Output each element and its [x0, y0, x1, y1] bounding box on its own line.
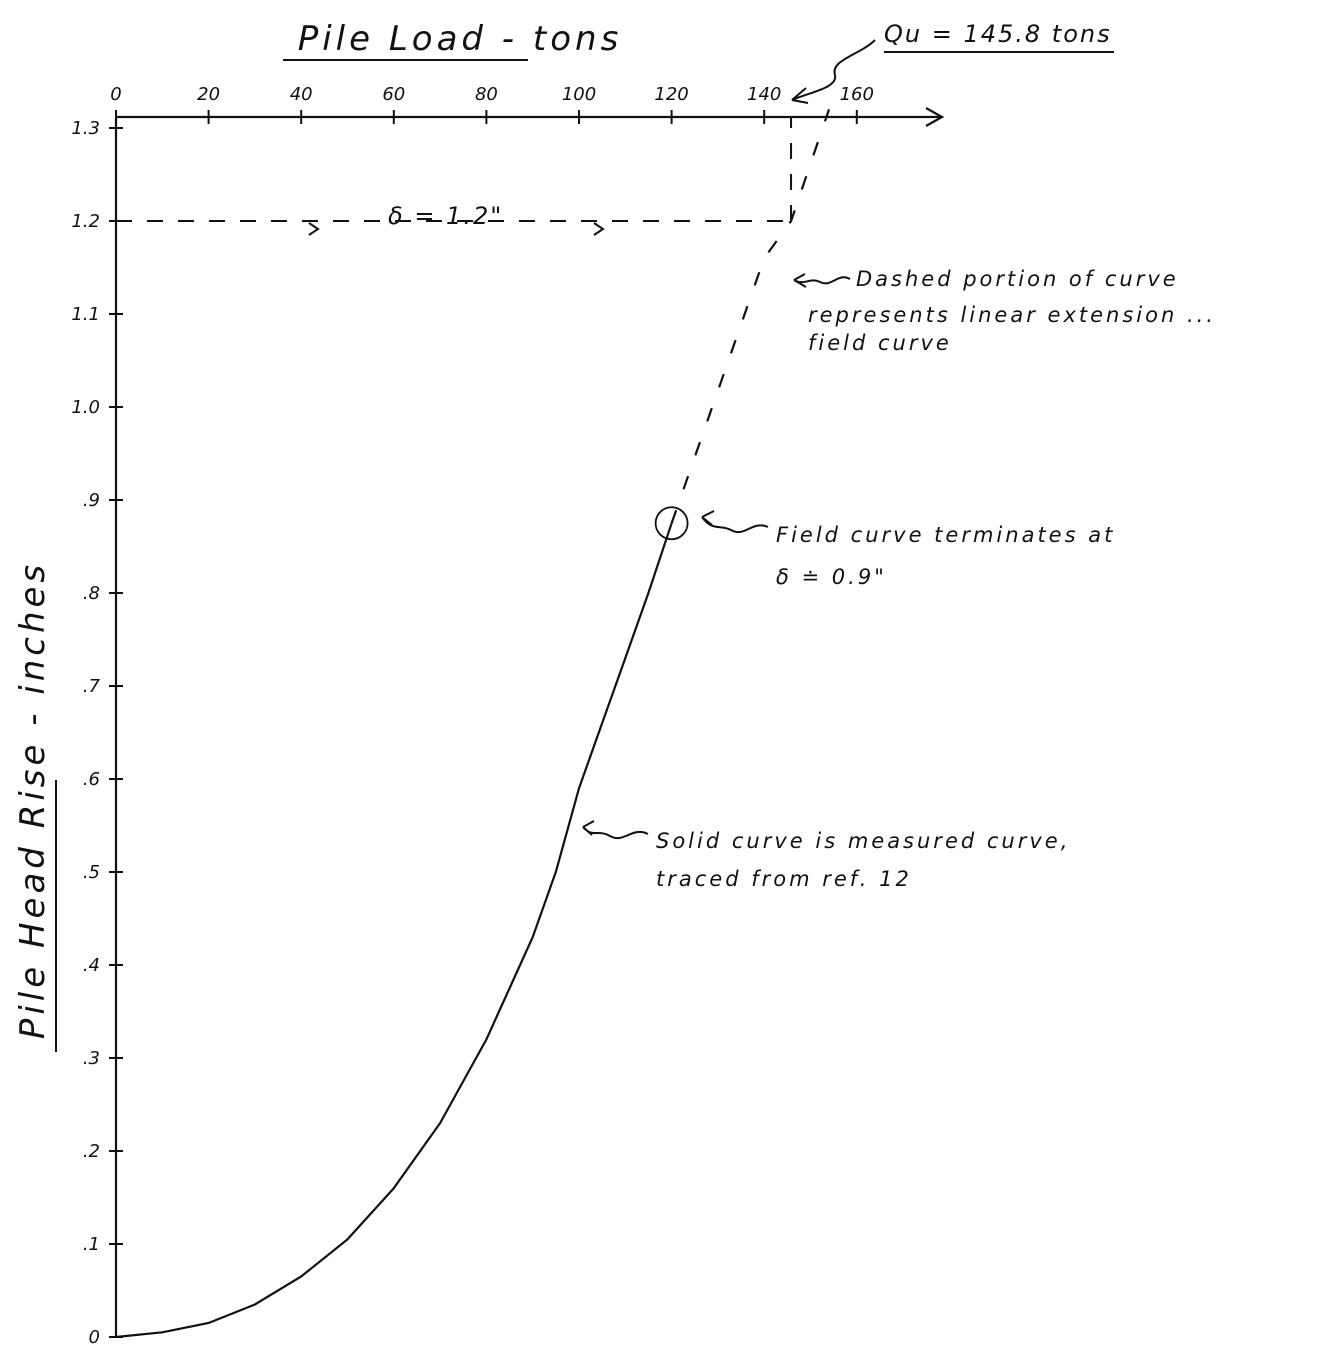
- qu-guide-line: [116, 117, 793, 222]
- solid-note-pointer: [582, 820, 649, 839]
- solid-note-line-2: traced from ref. 12: [656, 867, 912, 891]
- dashed-note-line-3: field curve: [808, 331, 952, 355]
- qu-pointer-arrow: [791, 39, 876, 104]
- y-tick-label: 1.0: [71, 397, 100, 418]
- x-tick-label: 140: [747, 84, 781, 105]
- x-axis-title: Pile Load - tons: [298, 19, 623, 59]
- measured-curve: [115, 522, 673, 1339]
- y-tick-label: .8: [83, 583, 100, 604]
- dashed-note-line-2: represents linear extension ...: [808, 303, 1216, 327]
- x-tick-label: 160: [840, 84, 874, 105]
- dashed-note-pointer: [793, 273, 851, 288]
- y-tick-group: 0 .1 .2 .3 .4 .5 .6 .7 .8 .9 1.0 1.1 1.2 1.3: [71, 118, 123, 1348]
- y-tick-label: .2: [83, 1141, 100, 1162]
- solid-note-line-1: Solid curve is measured curve,: [656, 829, 1070, 853]
- x-tick-label: 20: [197, 84, 220, 105]
- y-tick-label: .1: [83, 1234, 100, 1255]
- y-tick-label: 1.3: [71, 118, 100, 139]
- y-axis-title: Pile Head Rise - inches: [13, 561, 53, 1039]
- x-tick-group: 0 20 40 60 80 100 120 140 160: [110, 84, 874, 124]
- y-tick-label: .7: [83, 676, 101, 697]
- dashed-extension-curve: [670, 109, 831, 524]
- x-tick-label: 0: [110, 84, 121, 105]
- y-tick-label: 1.1: [71, 304, 100, 325]
- dashed-note-line-1: Dashed portion of curve: [856, 267, 1179, 291]
- field-note-pointer: [701, 510, 769, 533]
- field-note-line-2: δ ≐ 0.9": [776, 565, 887, 589]
- field-note-line-1: Field curve terminates at: [776, 523, 1115, 547]
- delta-label: δ = 1.2": [388, 202, 503, 230]
- x-tick-label: 100: [562, 84, 596, 105]
- x-tick-label: 120: [654, 84, 688, 105]
- y-tick-label: .4: [83, 955, 100, 976]
- qu-label: Qu = 145.8 tons: [884, 20, 1112, 48]
- y-tick-label: 1.2: [71, 211, 100, 232]
- y-tick-label: .3: [83, 1048, 100, 1069]
- y-tick-label: .5: [83, 862, 100, 883]
- x-tick-label: 80: [475, 84, 498, 105]
- delta-arrow-1: [308, 222, 320, 236]
- x-tick-label: 40: [290, 84, 313, 105]
- x-tick-label: 60: [382, 84, 405, 105]
- delta-arrow-2: [593, 222, 605, 236]
- y-tick-label: 0: [89, 1327, 100, 1348]
- field-end-circle: [654, 506, 689, 541]
- x-axis-arrowhead: [925, 107, 945, 127]
- y-tick-label: .6: [83, 769, 100, 790]
- y-tick-label: .9: [83, 490, 100, 511]
